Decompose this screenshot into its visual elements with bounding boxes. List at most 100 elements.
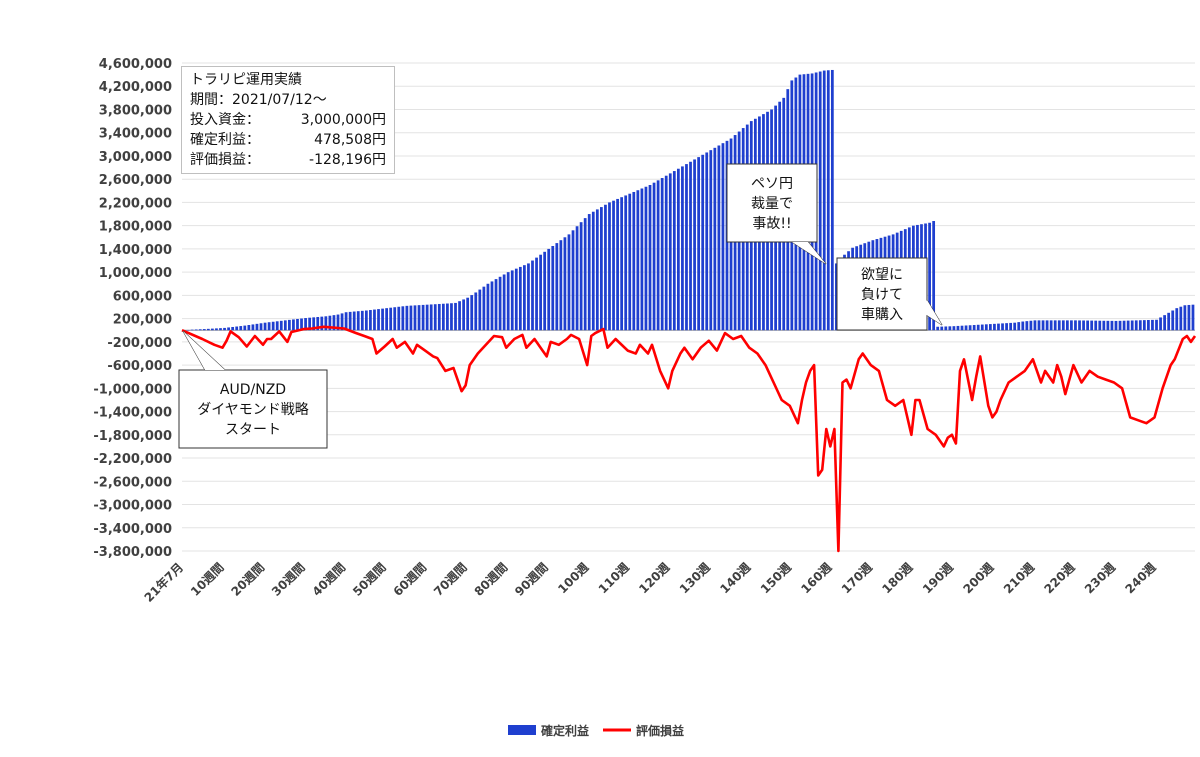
bar-realized-profit	[968, 325, 972, 331]
bar-realized-profit	[413, 305, 417, 331]
callout-text: AUD/NZD	[220, 382, 286, 398]
bar-realized-profit	[300, 318, 303, 331]
bar-realized-profit	[717, 145, 721, 331]
bar-realized-profit	[275, 321, 279, 331]
bar-realized-profit	[555, 243, 559, 331]
bar-realized-profit	[1098, 320, 1102, 331]
bar-realized-profit	[364, 310, 368, 331]
legend-label-unrealized-pl: 評価損益	[636, 723, 684, 738]
legend-label-realized-profit: 確定利益	[541, 723, 589, 738]
bar-realized-profit	[1005, 323, 1008, 331]
callout-text: ダイヤモンド戦略	[197, 402, 309, 418]
bar-realized-profit	[1037, 320, 1041, 331]
bar-realized-profit	[1142, 320, 1146, 331]
bar-realized-profit	[1090, 320, 1094, 331]
bar-realized-profit	[628, 193, 632, 331]
bar-realized-profit	[980, 324, 984, 331]
bar-realized-profit	[587, 214, 591, 331]
bar-realized-profit	[231, 326, 235, 331]
y-tick-label: 3,000,000	[99, 150, 172, 165]
y-tick-label: 2,200,000	[99, 196, 172, 211]
bar-realized-profit	[928, 222, 931, 331]
bar-realized-profit	[1151, 319, 1154, 331]
bar-realized-profit	[243, 325, 247, 331]
bar-realized-profit	[446, 303, 449, 331]
bar-realized-profit	[441, 303, 445, 331]
bar-realized-profit	[612, 200, 615, 331]
bar-realized-profit	[713, 147, 717, 331]
y-tick-label: -200,000	[107, 336, 172, 351]
y-axis-ticks: 4,600,000 4,200,000 3,800,000 3,400,000 3,00…	[93, 57, 172, 560]
bar-realized-profit	[514, 268, 518, 331]
bar-realized-profit	[352, 311, 356, 331]
bar-realized-profit	[450, 303, 453, 331]
line-unrealized-pl	[181, 325, 1197, 553]
bar-realized-profit	[1179, 306, 1183, 331]
bar-realized-profit	[539, 254, 542, 331]
bar-realized-profit	[1078, 320, 1081, 331]
bar-realized-profit	[940, 326, 944, 331]
bar-realized-profit	[409, 305, 413, 331]
callout-box	[178, 369, 328, 449]
bar-realized-profit	[247, 325, 251, 331]
bar-realized-profit	[1053, 320, 1057, 331]
bar-realized-profit	[1171, 310, 1175, 331]
bar-realized-profit	[279, 320, 283, 331]
bar-realized-profit	[693, 159, 696, 331]
bar-realized-profit	[377, 309, 380, 331]
info-value: -128,196円	[309, 152, 386, 168]
bar-realized-profit	[344, 312, 348, 331]
bar-realized-profit	[401, 306, 405, 331]
bar-realized-profit	[425, 304, 429, 331]
bar-realized-profit	[988, 324, 992, 331]
bar-realized-profit	[1001, 323, 1004, 331]
bar-realized-profit	[648, 185, 652, 331]
bar-realized-profit	[454, 302, 457, 331]
callout-text: 欲望に	[861, 267, 903, 283]
bar-realized-profit	[616, 198, 619, 331]
bar-realized-profit	[1102, 320, 1106, 331]
bar-realized-profit	[604, 204, 607, 331]
bar-realized-profit	[705, 152, 709, 331]
y-tick-label: -2,600,000	[93, 475, 172, 490]
bar-realized-profit	[944, 326, 948, 331]
bar-realized-profit	[336, 314, 340, 331]
bar-realized-profit	[685, 164, 688, 331]
bar-realized-profit	[1175, 308, 1179, 331]
bar-realized-profit	[1138, 320, 1142, 331]
callout-text: 負けて	[861, 287, 903, 303]
y-tick-label: -1,000,000	[93, 382, 172, 397]
bar-realized-profit	[202, 329, 206, 331]
bar-realized-profit	[1147, 320, 1150, 331]
bar-realized-profit	[972, 325, 976, 331]
bar-realized-profit	[466, 297, 470, 331]
bar-realized-profit	[709, 150, 713, 331]
bar-realized-profit	[316, 316, 320, 331]
bar-realized-profit	[1033, 320, 1037, 331]
bar-realized-profit	[263, 322, 267, 331]
bar-realized-profit	[818, 71, 822, 331]
bar-realized-profit	[324, 316, 328, 331]
y-tick-label: 3,800,000	[99, 103, 172, 118]
bar-realized-profit	[494, 279, 498, 331]
bar-realized-profit	[397, 306, 401, 331]
bar-realized-profit	[194, 329, 198, 331]
bar-realized-profit	[474, 292, 478, 331]
bar-realized-profit	[340, 313, 344, 331]
y-tick-label: 4,600,000	[99, 57, 172, 72]
bar-realized-profit	[296, 318, 299, 331]
callout-pointer-fill	[922, 300, 942, 325]
line-series-unrealized-pl	[181, 325, 1197, 553]
bar-realized-profit	[328, 315, 332, 331]
callout-box	[836, 257, 928, 331]
bar-realized-profit	[288, 319, 291, 331]
bar-realized-profit	[1118, 320, 1122, 331]
bar-realized-profit	[1106, 320, 1110, 331]
bar-realized-profit	[964, 325, 968, 331]
bar-realized-profit	[672, 171, 676, 331]
callout-text: ペソ円	[751, 176, 793, 192]
